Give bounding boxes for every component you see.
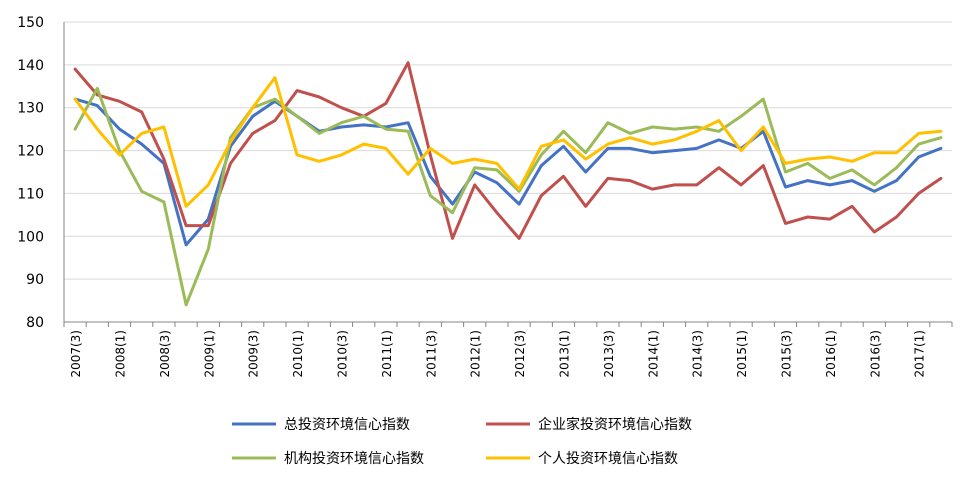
y-tick-label: 130 (17, 101, 44, 117)
x-tick-label: 2009(3) (247, 330, 261, 378)
y-tick-label: 140 (17, 58, 44, 74)
x-tick-label: 2011(3) (424, 330, 438, 378)
x-tick-label: 2016(1) (824, 330, 838, 378)
legend-label: 机构投资环境信心指数 (284, 451, 424, 467)
y-tick-label: 80 (26, 315, 44, 331)
legend-label: 个人投资环境信心指数 (538, 451, 678, 467)
series-line-4 (73, 76, 943, 208)
x-tick-label: 2013(1) (558, 330, 572, 378)
x-tick-label: 2008(1) (114, 330, 128, 378)
y-axis-ticks: 80 90 100 110 120 130 140 150 (17, 15, 44, 331)
x-tick-label: 2014(1) (646, 330, 660, 378)
x-tick-label: 2007(3) (69, 330, 83, 378)
y-tick-label: 100 (17, 229, 44, 245)
y-tick-label: 120 (17, 144, 44, 160)
series-line-1 (73, 97, 943, 247)
x-tick-label: 2010(3) (336, 330, 350, 378)
x-tick-label: 2014(3) (691, 330, 705, 378)
y-tick-label: 90 (26, 272, 44, 288)
y-tick-label: 110 (17, 186, 44, 202)
x-tick-label: 2011(1) (380, 330, 394, 378)
legend-label: 总投资环境信心指数 (284, 417, 410, 433)
series-line-3 (73, 86, 943, 307)
gridlines (64, 21, 952, 280)
legend-label: 企业家投资环境信心指数 (538, 416, 692, 433)
x-tick-label: 2008(3) (158, 330, 172, 378)
x-tick-label: 2015(1) (735, 330, 749, 378)
series-lines (73, 61, 943, 307)
x-tick-label: 2015(3) (780, 330, 794, 378)
x-tick-label: 2012(3) (513, 330, 527, 378)
x-tick-label: 2017(1) (913, 330, 927, 378)
x-tick-label: 2010(1) (291, 330, 305, 378)
y-tick-label: 150 (17, 15, 44, 31)
axes (63, 22, 953, 327)
x-axis-ticks: 2007(3) 2008(1) 2008(3) 2009(1) 2009(3) 2010(… (69, 330, 927, 378)
x-tick-label: 2016(3) (868, 330, 882, 378)
x-tick-label: 2009(1) (202, 330, 216, 378)
x-tick-label: 2012(1) (469, 330, 483, 378)
x-tick-label: 2013(3) (602, 330, 616, 378)
